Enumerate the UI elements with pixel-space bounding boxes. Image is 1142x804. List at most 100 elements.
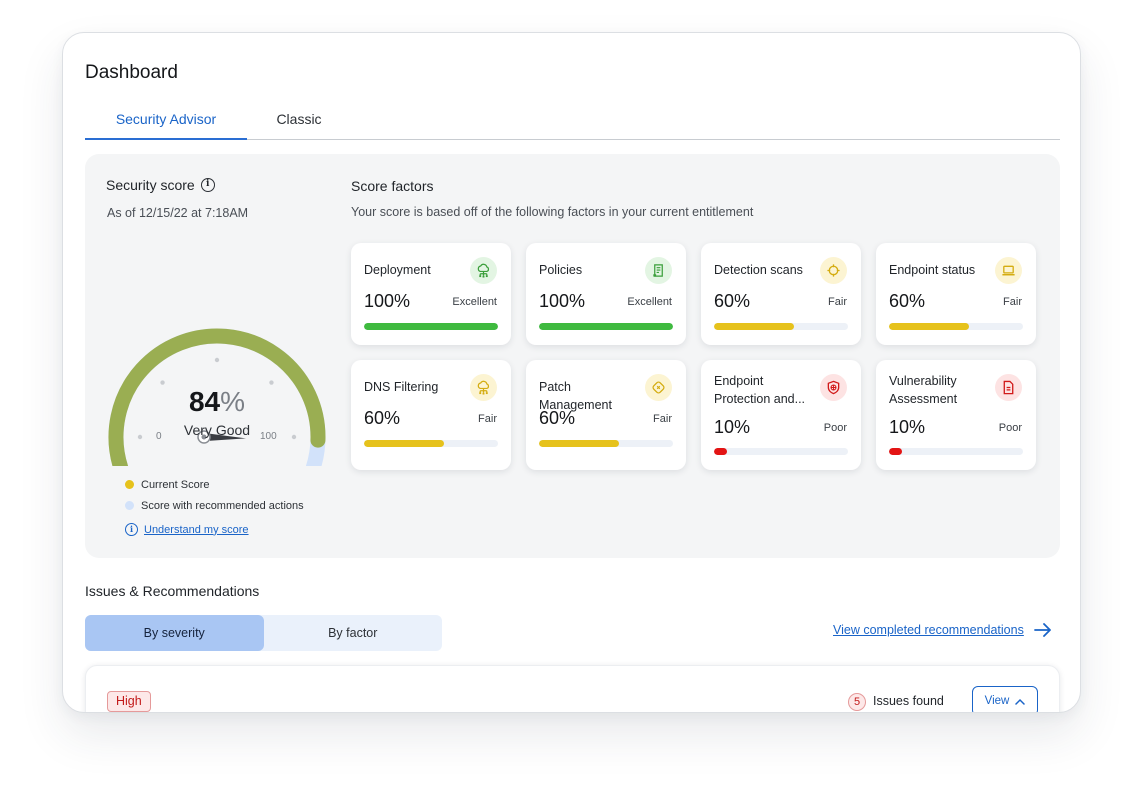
factor-percent: 100% [539, 291, 586, 311]
gauge-tick [160, 380, 165, 385]
understand-score-link[interactable]: Understand my score [144, 523, 249, 536]
view-completed-link[interactable]: View completed recommendations [833, 623, 1024, 637]
factor-card[interactable]: Deployment 100% Excellent [351, 243, 511, 345]
factor-rating: Poor [823, 422, 847, 434]
patch-icon [645, 374, 672, 401]
security-score-title: Security score [106, 177, 195, 193]
factor-progress-track [539, 323, 673, 330]
factor-rating: Excellent [452, 296, 497, 308]
tab-classic[interactable]: Classic [276, 111, 322, 127]
gauge-tick [137, 434, 143, 440]
factor-rating: Fair [653, 413, 672, 425]
factor-progress-track [364, 440, 498, 447]
dashboard-window: Dashboard Security Advisor Classic Secur… [62, 32, 1081, 713]
crosshair-icon [820, 257, 847, 284]
gauge-legend: Current Score Score with recommended act… [125, 474, 304, 516]
factor-progress-fill [714, 448, 728, 455]
factor-name: Policies [539, 263, 583, 277]
factor-percent: 60% [714, 291, 751, 311]
factor-card[interactable]: Endpoint Protection and... 10% Poor [701, 360, 861, 470]
info-icon[interactable]: i [200, 178, 215, 192]
segment-by-severity[interactable]: By severity [85, 615, 264, 651]
severity-badge: High [107, 691, 151, 712]
factor-progress-fill [539, 440, 620, 447]
factor-percent: 60% [889, 291, 926, 311]
issues-found-label: Issues found [873, 694, 944, 708]
factor-progress-fill [364, 323, 498, 330]
factor-name: Detection scans [714, 263, 803, 277]
factor-progress-fill [889, 323, 970, 330]
cloud-network-icon [470, 257, 497, 284]
factor-card[interactable]: Detection scans 60% Fair [701, 243, 861, 345]
info-icon: i [125, 523, 138, 536]
factor-rating: Poor [998, 422, 1022, 434]
arrow-right-icon [1033, 623, 1051, 637]
factor-progress-fill [714, 323, 795, 330]
factor-name: Endpoint Protection and... [714, 374, 806, 406]
legend-label-current: Current Score [141, 478, 210, 491]
factor-card[interactable]: Vulnerability Assessment 10% Poor [876, 360, 1036, 470]
factor-progress-track [364, 323, 498, 330]
shield-icon [820, 374, 847, 401]
view-issues-button[interactable]: View [972, 686, 1038, 712]
factor-card[interactable]: DNS Filtering 60% Fair [351, 360, 511, 470]
legend-label-recommended: Score with recommended actions [141, 499, 304, 512]
factor-progress-track [714, 323, 848, 330]
view-button-label: View [984, 695, 1010, 707]
score-value: 84% [85, 386, 349, 418]
legend-dot-current [125, 480, 134, 489]
factor-name: Endpoint status [889, 263, 976, 277]
score-factors-subtitle: Your score is based off of the following… [351, 205, 754, 219]
factor-percent: 60% [539, 408, 576, 428]
issue-group-high: High 5 Issues found View [85, 665, 1060, 712]
gauge-tick [291, 434, 297, 440]
score-factors-title: Score factors [351, 178, 434, 194]
factor-card[interactable]: Endpoint status 60% Fair [876, 243, 1036, 345]
cloud-network-icon [470, 374, 497, 401]
segment-by-factor[interactable]: By factor [328, 626, 378, 640]
factor-rating: Fair [828, 296, 847, 308]
score-rating: Very Good [183, 422, 251, 438]
issue-count-badge: 5 [848, 693, 866, 711]
factor-percent: 100% [364, 291, 411, 311]
factor-progress-track [539, 440, 673, 447]
gauge-min-label: 0 [156, 431, 162, 442]
factor-name: Deployment [364, 263, 431, 277]
factor-card[interactable]: Policies 100% Excellent [526, 243, 686, 345]
factor-rating: Excellent [627, 296, 672, 308]
legend-item-current: Current Score [125, 474, 304, 495]
policy-document-icon [645, 257, 672, 284]
legend-item-recommended: Score with recommended actions [125, 495, 304, 516]
chevron-up-icon [1015, 698, 1026, 705]
factor-progress-track [889, 448, 1023, 455]
laptop-icon [995, 257, 1022, 284]
score-number: 84 [188, 386, 221, 417]
factor-progress-track [714, 448, 848, 455]
factor-progress-fill [539, 323, 673, 330]
factor-percent: 60% [364, 408, 401, 428]
view-completed-recommendations[interactable]: View completed recommendations [833, 623, 1052, 637]
factor-name: DNS Filtering [364, 380, 439, 394]
page-title: Dashboard [85, 62, 178, 83]
factor-name: Patch Management [539, 380, 612, 412]
factor-name: Vulnerability Assessment [889, 374, 958, 406]
report-document-icon [995, 374, 1022, 401]
gauge-needle [209, 433, 246, 441]
gauge-tick [269, 380, 274, 385]
factor-progress-fill [364, 440, 445, 447]
factor-rating: Fair [478, 413, 497, 425]
understand-score: i Understand my score [125, 523, 249, 536]
factor-progress-fill [889, 448, 903, 455]
score-timestamp: As of 12/15/22 at 7:18AM [107, 206, 249, 220]
gauge-current-arc [108, 328, 326, 516]
issues-title: Issues & Recommendations [85, 583, 260, 599]
gauge-max-label: 100 [260, 431, 277, 442]
tab-security-advisor[interactable]: Security Advisor [85, 106, 247, 140]
factor-rating: Fair [1003, 296, 1022, 308]
factor-percent: 10% [889, 417, 926, 437]
factor-card[interactable]: Patch Management 60% Fair [526, 360, 686, 470]
score-unit: % [220, 386, 246, 417]
gauge-tick [214, 357, 220, 363]
legend-dot-recommended [125, 501, 134, 510]
issues-view-toggle: By severity By factor [85, 615, 442, 651]
